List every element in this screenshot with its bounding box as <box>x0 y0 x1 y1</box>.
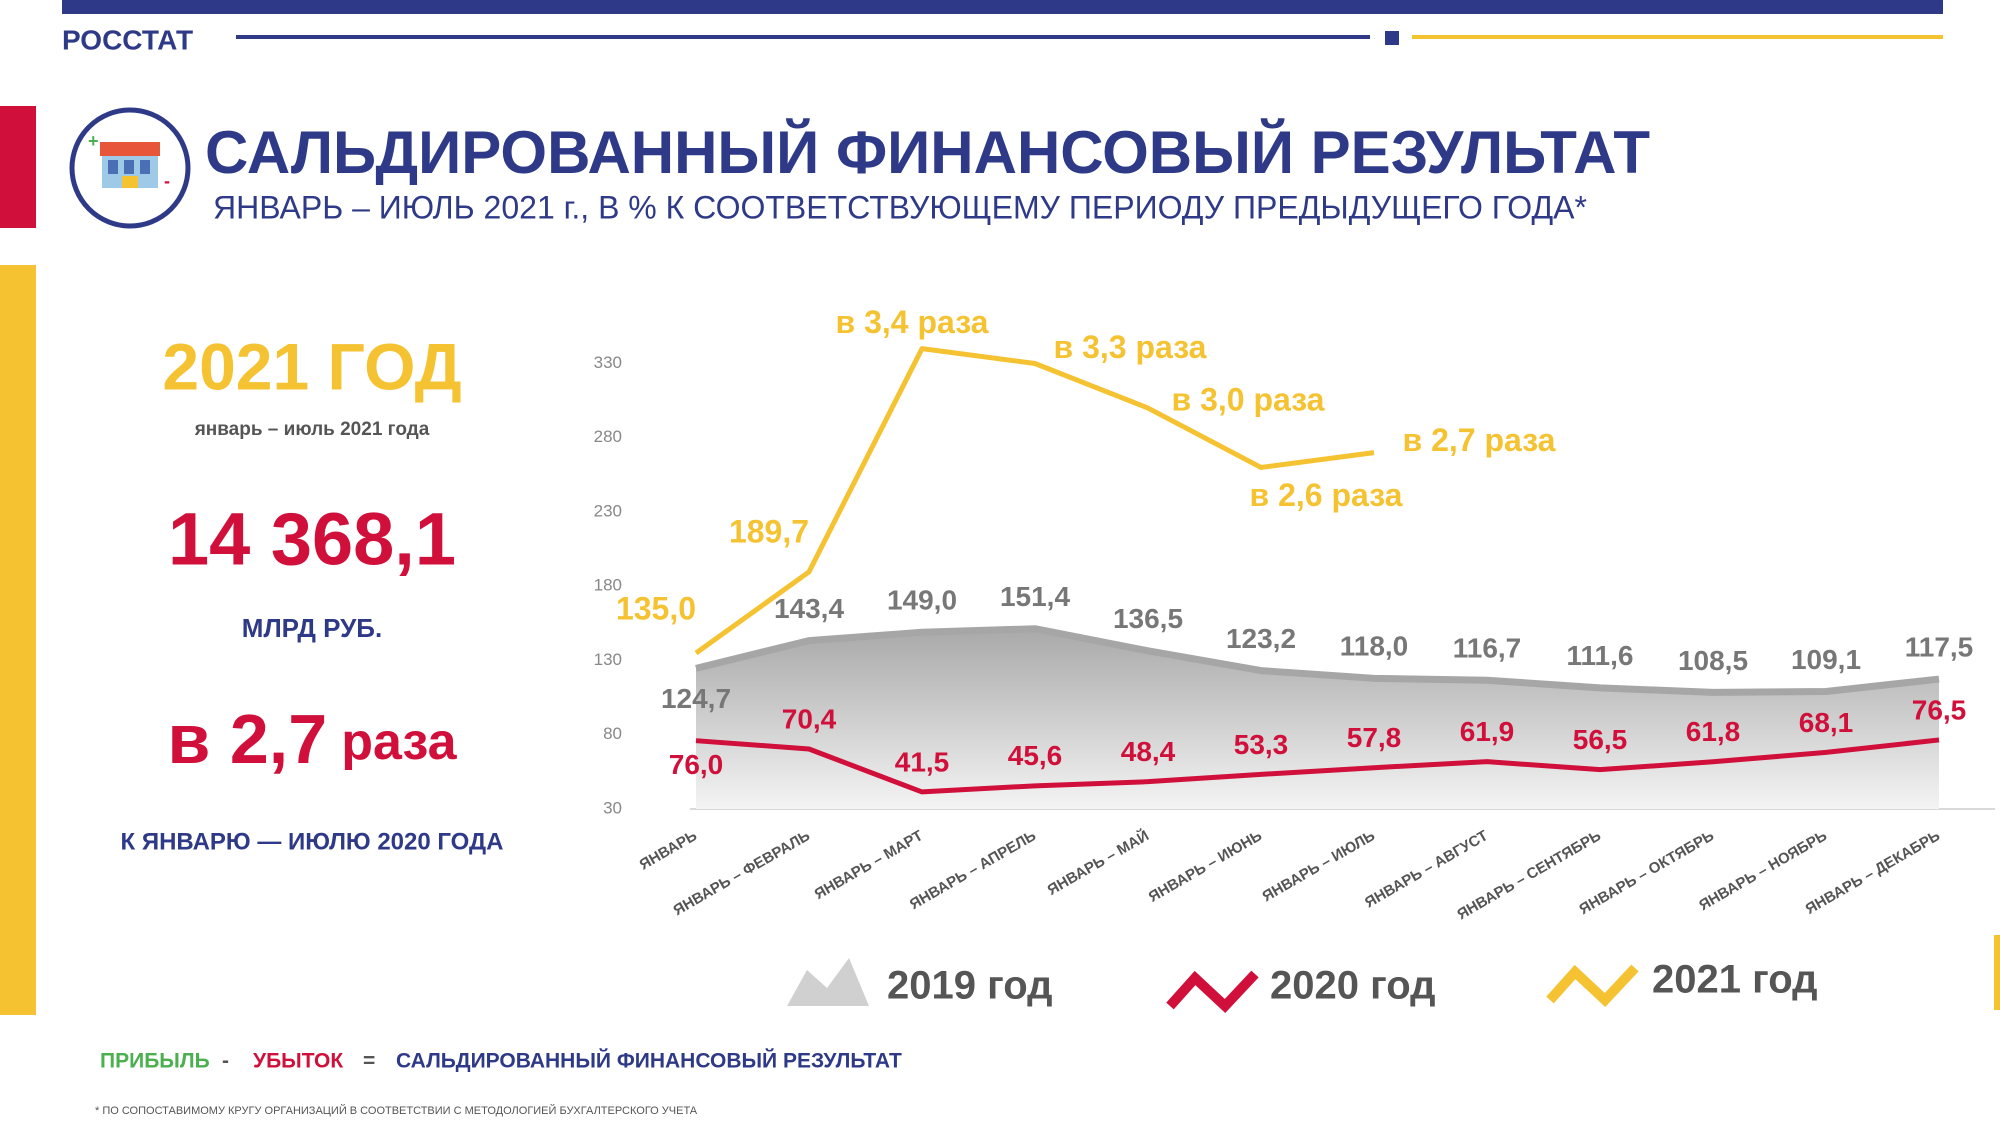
y-tick-label: 130 <box>594 650 622 669</box>
data-label: 149,0 <box>887 585 957 616</box>
data-label: 136,5 <box>1113 603 1183 634</box>
formula-minus: - <box>222 1050 229 1073</box>
data-label: 143,4 <box>774 593 844 624</box>
legend-icon <box>787 958 869 1006</box>
x-tick-label: ЯНВАРЬ – ИЮЛЬ <box>1260 827 1379 905</box>
data-label: 118,0 <box>1340 631 1409 662</box>
data-label: 108,5 <box>1678 645 1748 676</box>
x-tick-label: ЯНВАРЬ – ИЮНЬ <box>1146 827 1265 906</box>
data-label: 53,3 <box>1234 729 1289 760</box>
side-mark <box>1994 935 2000 1010</box>
data-label: 76,0 <box>669 749 724 780</box>
title: САЛЬДИРОВАННЫЙ ФИНАНСОВЫЙ РЕЗУЛЬТАТ <box>205 119 1650 186</box>
line <box>695 625 1940 696</box>
x-tick-label: ЯНВАРЬ – АПРЕЛЬ <box>907 827 1039 913</box>
data-label: 48,4 <box>1121 736 1176 767</box>
area <box>696 628 1939 809</box>
data-label: 123,2 <box>1226 623 1296 654</box>
line <box>694 346 1375 656</box>
ratio-number: в 2,7 <box>167 700 327 778</box>
svg-text:+: + <box>88 131 99 151</box>
data-label: 56,5 <box>1573 724 1628 755</box>
summary-year: 2021 ГОД <box>162 329 461 403</box>
x-tick-label: ЯНВАРЬ – МАЙ <box>1044 826 1152 899</box>
summary-comparison: К ЯНВАРЮ — ИЮЛЮ 2020 ГОДА <box>121 828 504 855</box>
data-label: 117,5 <box>1905 631 1974 662</box>
data-label: 61,9 <box>1460 716 1515 747</box>
data-label: в 2,7 раза <box>1403 422 1556 458</box>
summary-period: январь – июль 2021 года <box>194 419 430 440</box>
legend-label: 2019 год <box>887 964 1053 1008</box>
formula-result: САЛЬДИРОВАННЫЙ ФИНАНСОВЫЙ РЕЗУЛЬТАТ <box>396 1049 902 1073</box>
data-label: 57,8 <box>1347 722 1402 753</box>
legend-icon <box>1166 970 1259 1014</box>
summary-amount: 14 368,1 <box>168 498 456 581</box>
legend-icon <box>1546 964 1639 1008</box>
y-tick-label: 80 <box>603 724 622 743</box>
x-tick-label: ЯНВАРЬ – МАРТ <box>812 827 926 903</box>
data-label: в 3,3 раза <box>1054 329 1207 365</box>
data-label: 135,0 <box>616 591 696 627</box>
side-bar-red <box>0 106 36 228</box>
data-label: 109,1 <box>1791 644 1861 675</box>
data-label: в 3,4 раза <box>836 304 989 340</box>
formula-loss: УБЫТОК <box>253 1050 343 1073</box>
ratio-word: раза <box>341 713 457 771</box>
formula-equals: = <box>363 1050 375 1073</box>
x-tick-label: ЯНВАРЬ <box>637 827 701 873</box>
footnote: * ПО СОПОСТАВИМОМУ КРУГУ ОРГАНИЗАЦИЙ В С… <box>95 1104 698 1117</box>
line <box>695 737 1940 795</box>
data-label: в 2,6 раза <box>1250 477 1403 513</box>
formula-profit: ПРИБЫЛЬ <box>100 1050 210 1073</box>
top-bar <box>62 0 1943 14</box>
data-label: 61,8 <box>1686 716 1741 747</box>
data-label: 45,6 <box>1008 740 1063 771</box>
data-label: 124,7 <box>661 683 731 714</box>
y-tick-label: 230 <box>594 501 622 520</box>
y-tick-label: 280 <box>594 427 622 446</box>
store-icon: + - <box>69 107 191 229</box>
svg-text:-: - <box>164 171 170 191</box>
summary-unit: МЛРД РУБ. <box>242 613 382 643</box>
legend-label: 2020 год <box>1270 964 1436 1008</box>
data-label: в 3,0 раза <box>1172 382 1325 418</box>
subtitle: ЯНВАРЬ – ИЮЛЬ 2021 г., В % К СООТВЕТСТВУ… <box>213 189 1587 225</box>
data-label: 68,1 <box>1799 707 1854 738</box>
data-label: 70,4 <box>782 703 837 734</box>
legend-label: 2021 год <box>1652 958 1818 1002</box>
data-label: 151,4 <box>1000 581 1070 612</box>
data-label: 76,5 <box>1912 694 1967 725</box>
header-square <box>1385 31 1399 45</box>
y-tick-label: 330 <box>594 353 622 372</box>
y-tick-label: 30 <box>603 798 622 817</box>
y-tick-label: 180 <box>594 576 622 595</box>
side-bar-yellow <box>0 265 36 1015</box>
data-label: 41,5 <box>895 746 950 777</box>
brand: РОССТАТ <box>62 24 193 55</box>
data-label: 116,7 <box>1453 633 1522 664</box>
data-label: 111,6 <box>1567 640 1634 671</box>
data-label: 189,7 <box>729 513 809 549</box>
summary-ratio: в 2,7 раза <box>167 700 457 778</box>
